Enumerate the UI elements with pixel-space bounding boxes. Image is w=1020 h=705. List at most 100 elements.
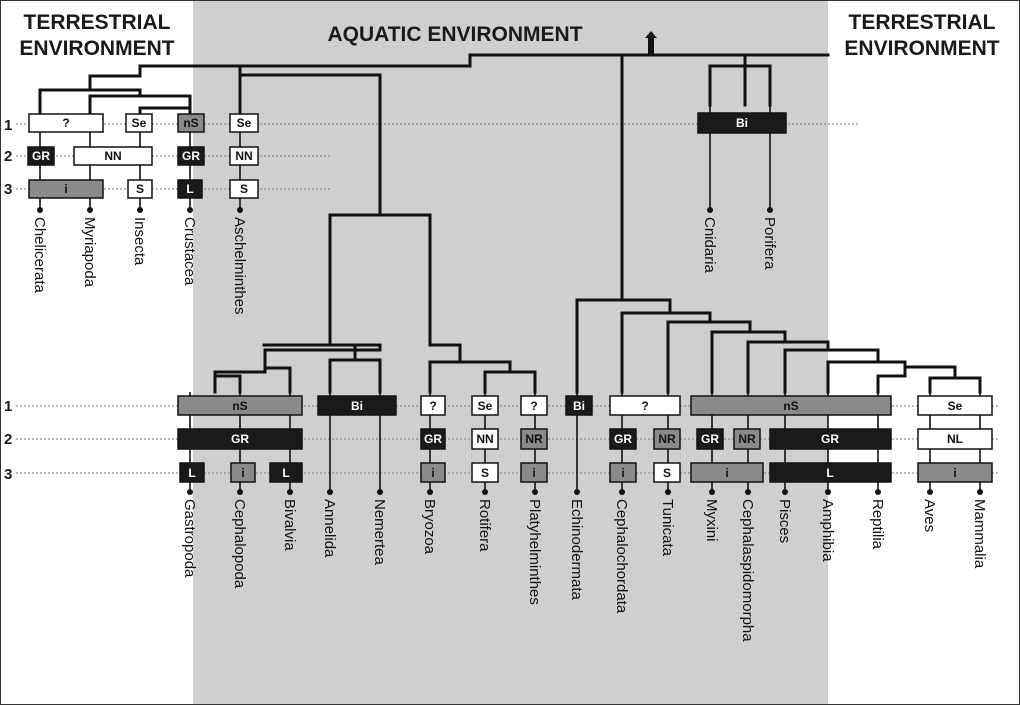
box-bottom-3-gnathostomes bbox=[769, 462, 892, 483]
box-label: i bbox=[725, 466, 728, 480]
box-top-1-aschelminthes bbox=[229, 113, 259, 133]
left-region-title-line2: ENVIRONMENT bbox=[19, 37, 174, 60]
taxon-label-insecta: Insecta bbox=[131, 217, 148, 266]
box-label: Bi bbox=[736, 116, 748, 130]
taxon-label-reptilia: Reptilia bbox=[869, 499, 886, 550]
box-label: nS bbox=[183, 116, 198, 130]
box-label: NN bbox=[476, 432, 493, 446]
box-bottom-3-tunicata bbox=[653, 462, 681, 483]
row-label-2-top: 2 bbox=[4, 148, 12, 165]
tree-branches bbox=[38, 53, 982, 394]
box-top-3-chel-myr bbox=[28, 179, 104, 199]
box-top-3-aschelminthes bbox=[229, 179, 259, 199]
row-label-2-bottom: 2 bbox=[4, 431, 12, 448]
box-label: nS bbox=[232, 399, 247, 413]
box-top-2-aschelminthes bbox=[229, 146, 259, 166]
box-bottom-3-cephalochordata bbox=[609, 462, 637, 483]
taxon-label-aves: Aves bbox=[921, 499, 938, 532]
box-bottom-2-platyhelminthes bbox=[520, 428, 548, 450]
box-label: S bbox=[663, 466, 671, 480]
box-label: i bbox=[431, 466, 434, 480]
taxon-label-bryozoa: Bryozoa bbox=[421, 499, 438, 555]
box-bottom-3-gastropoda bbox=[179, 462, 205, 483]
box-label: GR bbox=[821, 432, 839, 446]
box-label: Se bbox=[237, 116, 252, 130]
aquatic-environment-region bbox=[193, 0, 828, 705]
box-label: L bbox=[188, 466, 195, 480]
box-bottom-1-aves-mammalia bbox=[917, 395, 993, 416]
box-label: L bbox=[282, 466, 289, 480]
right-region-title-line1: TERRESTRIAL bbox=[849, 11, 996, 34]
box-label: S bbox=[136, 182, 144, 196]
box-bottom-3-rotifera bbox=[471, 462, 499, 483]
taxon-label-rotifera: Rotifera bbox=[476, 499, 493, 552]
box-top-2-crustacea bbox=[177, 146, 205, 166]
box-label: Se bbox=[478, 399, 493, 413]
right-region-title-line2: ENVIRONMENT bbox=[844, 37, 999, 60]
taxon-label-myriapoda: Myriapoda bbox=[81, 217, 98, 288]
taxon-label-mammalia: Mammalia bbox=[971, 499, 988, 569]
box-bottom-1-rotifera bbox=[471, 395, 499, 416]
taxon-label-echinodermata: Echinodermata bbox=[568, 499, 585, 601]
box-label: i bbox=[621, 466, 624, 480]
box-bottom-3-cephalopoda bbox=[230, 462, 256, 483]
taxon-labels: Chelicerata Myriapoda Insecta Crustacea … bbox=[31, 217, 988, 642]
taxon-label-cephalochordata: Cephalochordata bbox=[613, 499, 630, 614]
box-bottom-1-bryozoa bbox=[420, 395, 446, 416]
box-bottom-3-platyhelminthes bbox=[520, 462, 548, 483]
box-label: NR bbox=[525, 432, 543, 446]
box-bottom-2-gnathostomes bbox=[769, 428, 892, 450]
box-top-1-crustacea bbox=[177, 113, 205, 133]
taxon-label-nemertea: Nemertea bbox=[371, 499, 388, 566]
taxon-label-porifera: Porifera bbox=[761, 217, 778, 270]
box-bottom-1-chordates-basal bbox=[609, 395, 681, 416]
box-label: Se bbox=[132, 116, 147, 130]
taxon-label-gastropoda: Gastropoda bbox=[181, 499, 198, 578]
box-bottom-2-bryozoa bbox=[420, 428, 446, 450]
row-label-1-top: 1 bbox=[4, 117, 12, 134]
box-bottom-2-molluscs bbox=[177, 428, 303, 450]
box-label: S bbox=[240, 182, 248, 196]
box-label: NL bbox=[947, 432, 963, 446]
box-top-3-crustacea bbox=[177, 179, 203, 199]
taxon-label-myxini: Myxini bbox=[703, 499, 720, 542]
taxon-label-cnidaria: Cnidaria bbox=[701, 217, 718, 274]
box-label: Bi bbox=[573, 399, 585, 413]
box-label: ? bbox=[429, 399, 436, 413]
box-bottom-1-echinodermata bbox=[565, 395, 593, 416]
box-bottom-1-vertebrates bbox=[690, 395, 892, 416]
box-label: i bbox=[532, 466, 535, 480]
box-bottom-3-aves-mammalia bbox=[917, 462, 993, 483]
taxon-label-annelida: Annelida bbox=[321, 499, 338, 558]
box-label: i bbox=[241, 466, 244, 480]
box-bottom-1-molluscs bbox=[177, 395, 303, 416]
row-label-1-bottom: 1 bbox=[4, 398, 12, 415]
row-label-3-top: 3 bbox=[4, 181, 12, 198]
box-label: ? bbox=[641, 399, 648, 413]
root-arrow-icon bbox=[645, 31, 657, 38]
box-label: S bbox=[481, 466, 489, 480]
box-label: L bbox=[826, 466, 833, 480]
box-label: GR bbox=[614, 432, 632, 446]
box-bottom-2-rotifera bbox=[471, 428, 499, 450]
left-region-title-line1: TERRESTRIAL bbox=[24, 11, 171, 34]
taxon-label-tunicata: Tunicata bbox=[659, 499, 676, 557]
taxon-label-pisces: Pisces bbox=[776, 499, 793, 543]
center-region-title: AQUATIC ENVIRONMENT bbox=[327, 23, 582, 46]
box-label: GR bbox=[32, 149, 50, 163]
box-label: NR bbox=[738, 432, 756, 446]
box-bottom-1-platyhelminthes bbox=[520, 395, 548, 416]
taxon-label-cephalopoda: Cephalopoda bbox=[231, 499, 248, 589]
box-label: nS bbox=[783, 399, 798, 413]
box-label: Se bbox=[948, 399, 963, 413]
box-top-3-insecta bbox=[127, 179, 153, 199]
taxon-label-aschelminthes: Aschelminthes bbox=[231, 217, 248, 315]
box-label: i bbox=[953, 466, 956, 480]
taxon-label-bivalvia: Bivalvia bbox=[281, 499, 298, 551]
box-top-2-chelicerata bbox=[27, 146, 55, 166]
box-top-1-insecta bbox=[125, 113, 153, 133]
box-label: NN bbox=[104, 149, 121, 163]
box-top-1-cnidaria-porifera bbox=[697, 112, 787, 134]
box-bottom-1-annelida-nemertea bbox=[317, 395, 397, 416]
